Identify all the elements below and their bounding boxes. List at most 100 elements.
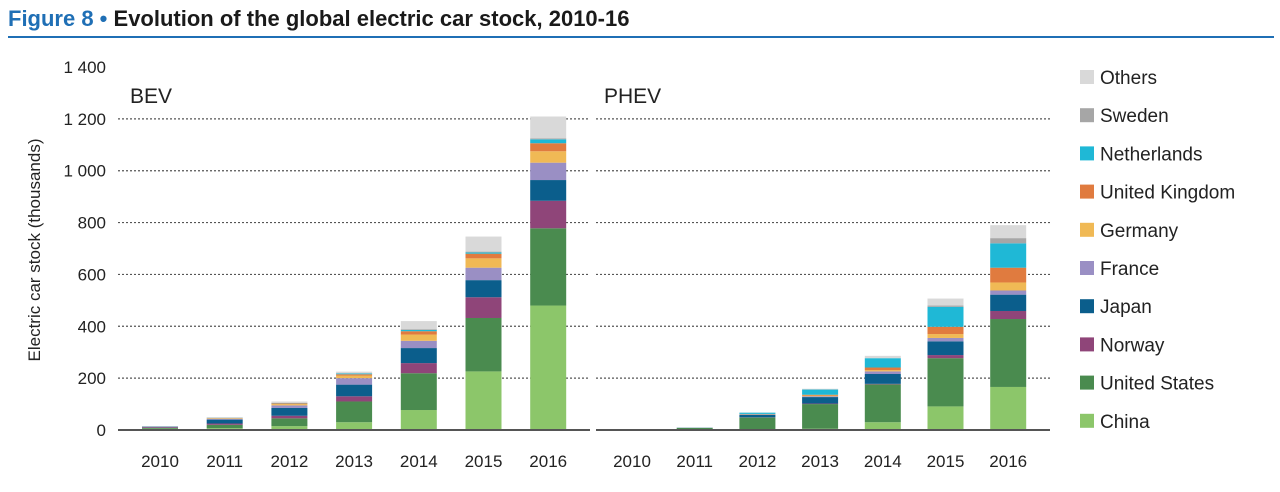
- legend-swatch: [1080, 337, 1094, 352]
- bar-segment-norway: [206, 423, 243, 425]
- bar-segment-germany: [990, 282, 1027, 291]
- bar-segment-united-kingdom: [400, 331, 437, 335]
- bar-segment-sweden: [927, 305, 964, 307]
- legend-swatch: [1080, 108, 1094, 123]
- legend-item-japan: Japan: [1100, 297, 1152, 318]
- bar-segment-germany: [336, 375, 373, 379]
- bar-segment-norway: [142, 427, 178, 428]
- bar-segment-japan: [336, 384, 373, 397]
- bar-segment-united-states: [206, 424, 243, 429]
- legend-item-france: France: [1100, 259, 1159, 280]
- x-tick-label: 2016: [529, 452, 567, 471]
- bar-segment-netherlands: [400, 329, 437, 332]
- bar-segment-united-kingdom: [990, 267, 1027, 283]
- bar-segment-japan: [465, 280, 502, 298]
- x-tick-label: 2013: [335, 452, 373, 471]
- bar-segment-united-states: [927, 358, 964, 407]
- bar-segment-japan: [206, 419, 243, 424]
- bar-segment-germany: [400, 334, 437, 341]
- bar-segment-france: [336, 378, 373, 385]
- bar-segment-united-kingdom: [336, 374, 373, 376]
- legend-item-netherlands: Netherlands: [1100, 144, 1202, 165]
- bar-segment-united-states: [465, 317, 502, 372]
- bar-segment-japan: [802, 397, 839, 404]
- bar-segment-japan: [142, 426, 178, 428]
- bar-segment-united-states: [142, 427, 178, 429]
- x-tick-label: 2010: [141, 452, 179, 471]
- x-tick-label: 2011: [676, 452, 713, 471]
- bar-segment-others: [336, 371, 373, 374]
- legend-item-sweden: Sweden: [1100, 106, 1169, 127]
- bar-segment-china: [336, 422, 373, 430]
- legend-swatch: [1080, 146, 1094, 161]
- bar-segment-norway: [864, 383, 901, 385]
- bar-segment-netherlands: [864, 358, 901, 368]
- legend-swatch: [1080, 222, 1094, 237]
- bar-segment-france: [990, 290, 1027, 295]
- panel-label-phev: PHEV: [604, 85, 661, 108]
- bar-segment-norway: [990, 310, 1027, 320]
- bar-segment-others: [530, 116, 567, 139]
- title-text: Evolution of the global electric car sto…: [113, 6, 630, 31]
- legend-swatch: [1080, 261, 1094, 275]
- x-tick-label: 2012: [270, 452, 308, 471]
- bar-segment-germany: [271, 404, 308, 406]
- bar-segment-others: [465, 236, 502, 252]
- bar-segment-netherlands: [927, 306, 964, 327]
- bar-segment-united-kingdom: [271, 403, 308, 405]
- legend-swatch: [1080, 413, 1094, 428]
- x-tick-label: 2010: [613, 452, 651, 471]
- x-tick-label: 2011: [206, 452, 243, 471]
- legend-item-china: China: [1100, 412, 1150, 433]
- bar-segment-germany: [530, 151, 567, 163]
- legend-item-norway: Norway: [1100, 335, 1165, 356]
- figure-number: Figure 8 •: [8, 6, 108, 31]
- bar-segment-france: [864, 371, 901, 374]
- bar-segment-united-kingdom: [530, 143, 567, 152]
- bar-segment-united-states: [400, 373, 437, 411]
- legend-item-germany: Germany: [1100, 221, 1179, 242]
- bar-segment-others: [142, 426, 178, 427]
- legend-item-others: Others: [1100, 68, 1157, 89]
- bar-segment-china: [530, 305, 567, 430]
- bar-segment-united-states: [676, 427, 713, 430]
- bar-segment-others: [927, 298, 964, 306]
- legend-swatch: [1080, 70, 1094, 84]
- bar-segment-germany: [802, 395, 839, 397]
- bar-segment-norway: [271, 415, 308, 419]
- bar-segment-united-kingdom: [802, 394, 839, 396]
- bar-segment-sweden: [400, 329, 437, 330]
- bar-segment-sweden: [990, 238, 1027, 244]
- bar-segment-others: [206, 417, 243, 418]
- bar-segment-japan: [927, 341, 964, 356]
- bar-segment-china: [864, 422, 901, 430]
- bar-segment-netherlands: [739, 412, 776, 414]
- y-tick-label: 1 200: [63, 110, 106, 129]
- bar-segment-norway: [927, 355, 964, 359]
- bar-segment-united-kingdom: [864, 367, 901, 371]
- bar-segment-china: [990, 386, 1027, 430]
- legend-item-united-kingdom: United Kingdom: [1100, 183, 1235, 204]
- bar-segment-germany: [206, 418, 243, 419]
- bar-segment-sweden: [465, 251, 502, 253]
- y-tick-label: 800: [78, 214, 106, 233]
- bar-segment-japan: [400, 348, 437, 364]
- y-axis-label: Electric car stock (thousands): [25, 139, 44, 362]
- bar-segment-united-states: [990, 319, 1027, 387]
- bar-segment-france: [271, 405, 308, 408]
- bar-segment-france: [802, 396, 839, 398]
- y-tick-label: 400: [78, 317, 106, 336]
- bar-segment-netherlands: [336, 373, 373, 375]
- bar-segment-france: [927, 337, 964, 342]
- bar-segment-united-states: [530, 228, 567, 306]
- bar-segment-united-states: [802, 404, 839, 429]
- bar-segment-netherlands: [530, 139, 567, 144]
- bar-segment-germany: [465, 258, 502, 268]
- bar-segment-france: [206, 418, 243, 420]
- bar-segment-netherlands: [465, 252, 502, 254]
- x-tick-label: 2012: [738, 452, 776, 471]
- bar-segment-others: [864, 355, 901, 359]
- y-tick-label: 200: [78, 369, 106, 388]
- bar-segment-united-states: [336, 401, 373, 423]
